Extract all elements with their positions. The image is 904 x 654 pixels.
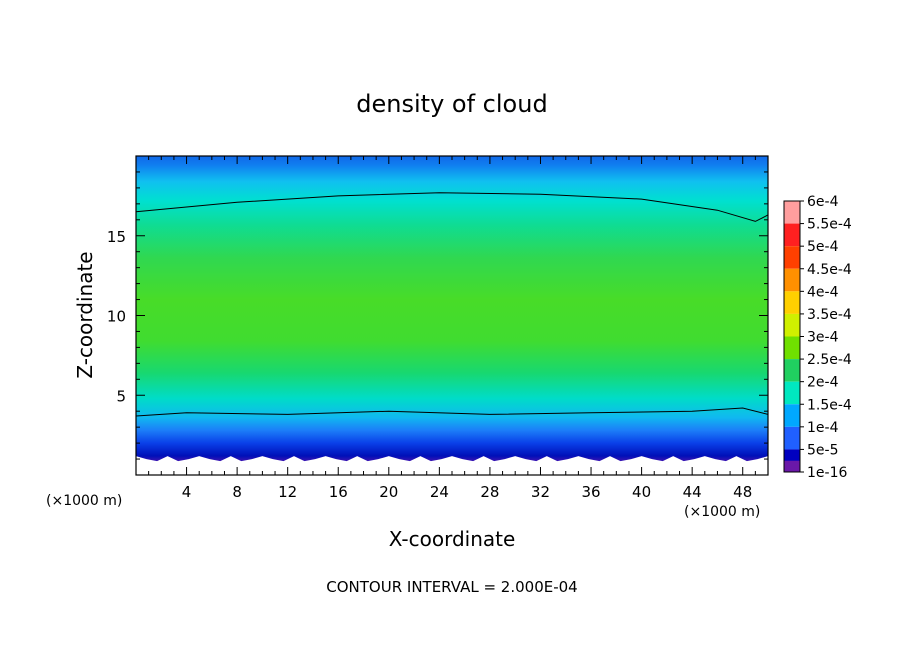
colorbar-swatch — [784, 223, 800, 247]
colorbar-label: 2e-4 — [807, 375, 839, 391]
colorbar-swatch — [784, 404, 800, 427]
colorbar-label: 1e-16 — [807, 465, 847, 481]
x-tick-label: 4 — [182, 483, 192, 501]
density-field — [136, 156, 768, 475]
colorbar-label: 5e-5 — [807, 442, 838, 458]
colorbar-swatch — [784, 460, 800, 472]
x-tick-label: 12 — [278, 483, 297, 501]
y-tick-label: 5 — [116, 387, 126, 405]
colorbar-label: 5.5e-4 — [807, 217, 852, 233]
colorbar-swatch — [784, 381, 800, 405]
x-tick-label: 44 — [683, 483, 702, 501]
colorbar-label: 3e-4 — [807, 330, 839, 346]
colorbar-label: 6e-4 — [807, 194, 839, 210]
contour-line-lower — [136, 407, 768, 417]
colorbar-swatch — [784, 426, 800, 450]
x-axis-ticks: 4 8 12 16 20 24 28 32 36 40 44 48 — [148, 156, 756, 501]
colorbar-label: 4.5e-4 — [807, 262, 852, 278]
colorbar-swatch — [784, 359, 800, 382]
colorbar: 6e-4 5.5e-4 5e-4 4.5e-4 4e-4 3.5e-4 3e-4 2.5e-4… — [783, 194, 852, 481]
colorbar-label: 1e-4 — [807, 420, 839, 436]
x-tick-label: 32 — [531, 483, 550, 501]
x-tick-label: 16 — [329, 483, 348, 501]
x-tick-label: 48 — [733, 483, 752, 501]
x-tick-label: 40 — [632, 483, 651, 501]
x-tick-label: 8 — [232, 483, 242, 501]
x-unit-label-right: (×1000 m) — [684, 504, 760, 520]
colorbar-swatch — [784, 336, 800, 360]
colorbar-swatch — [784, 246, 800, 269]
colorbar-swatch — [784, 291, 800, 314]
cloud-free-region — [136, 456, 768, 475]
contour-line-upper — [136, 192, 768, 222]
colorbar-label: 3.5e-4 — [807, 307, 852, 323]
x-tick-label: 24 — [430, 483, 449, 501]
colorbar-label: 2.5e-4 — [807, 352, 852, 368]
colorbar-swatch — [784, 268, 800, 292]
y-tick-label: 15 — [107, 228, 126, 246]
chart-title: density of cloud — [356, 90, 547, 118]
x-axis-label: X-coordinate — [389, 527, 516, 551]
x-tick-label: 36 — [581, 483, 600, 501]
y-axis-label: Z-coordinate — [73, 251, 97, 378]
colorbar-label: 5e-4 — [807, 239, 839, 255]
x-tick-label: 28 — [480, 483, 499, 501]
colorbar-label: 4e-4 — [807, 284, 839, 300]
contour-interval-note: CONTOUR INTERVAL = 2.000E-04 — [326, 578, 577, 596]
x-unit-label-left: (×1000 m) — [46, 493, 122, 509]
colorbar-swatch — [784, 201, 800, 224]
y-tick-label: 10 — [107, 308, 126, 326]
y-axis-ticks: 5 10 15 — [107, 171, 768, 460]
x-tick-label: 20 — [379, 483, 398, 501]
colorbar-swatch — [784, 313, 800, 337]
colorbar-label: 1.5e-4 — [807, 397, 852, 413]
